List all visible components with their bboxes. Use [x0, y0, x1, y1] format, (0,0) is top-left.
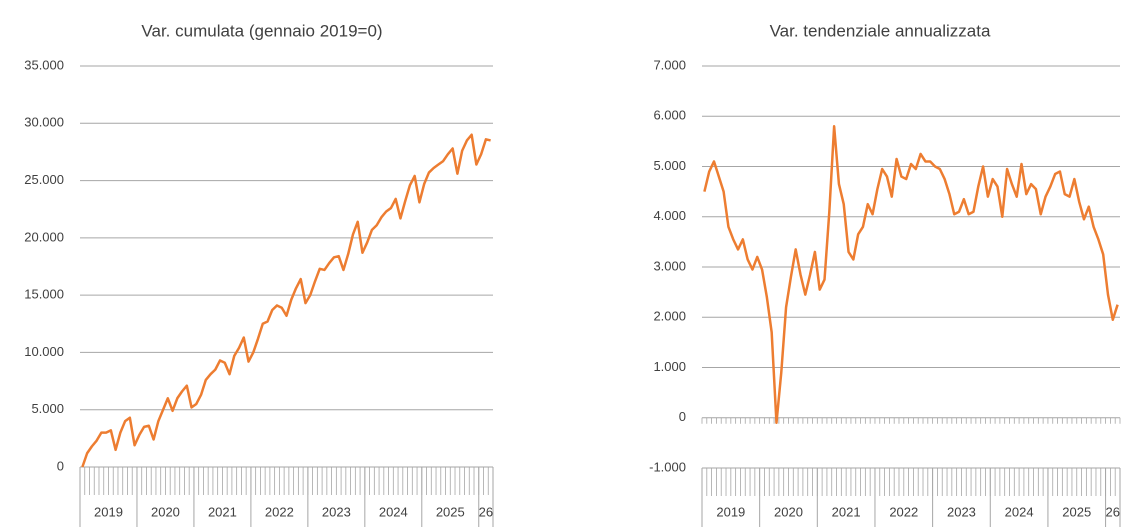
chart-title: Var. tendenziale annualizzata	[770, 21, 991, 40]
x-group-label: 2020	[774, 504, 803, 519]
data-line	[81, 133, 491, 468]
x-group-label: 2021	[832, 504, 861, 519]
y-tick-label: 30.000	[24, 115, 64, 130]
x-group-label: 2024	[379, 504, 408, 519]
y-tick-label: 4.000	[653, 208, 686, 223]
x-group-label: 2025	[1062, 504, 1091, 519]
x-group-label: 2019	[94, 504, 123, 519]
y-tick-label: 0	[57, 458, 64, 473]
data-line	[703, 125, 1119, 425]
y-tick-label: 5.000	[31, 401, 64, 416]
x-group-label: 2022	[265, 504, 294, 519]
x-group-label: 2022	[889, 504, 918, 519]
x-group-label: 26	[479, 504, 493, 519]
y-tick-label: 2.000	[653, 309, 686, 324]
x-group-label: 2019	[716, 504, 745, 519]
y-tick-label: 15.000	[24, 287, 64, 302]
x-group-label: 2020	[151, 504, 180, 519]
y-tick-label: 3.000	[653, 258, 686, 273]
x-group-label: 2023	[322, 504, 351, 519]
x-group-label: 2025	[436, 504, 465, 519]
x-group-label: 2024	[1005, 504, 1034, 519]
y-tick-label: 6.000	[653, 108, 686, 123]
y-tick-label: 0	[679, 409, 686, 424]
y-tick-label: 20.000	[24, 229, 64, 244]
x-group-label: 2021	[208, 504, 237, 519]
y-tick-label: -1.000	[649, 459, 686, 474]
y-tick-label: 10.000	[24, 344, 64, 359]
y-tick-label: 5.000	[653, 158, 686, 173]
x-group-label: 26	[1106, 504, 1120, 519]
y-tick-label: 7.000	[653, 57, 686, 72]
y-tick-label: 35.000	[24, 57, 64, 72]
y-tick-label: 1.000	[653, 359, 686, 374]
x-group-label: 2023	[947, 504, 976, 519]
chart-title: Var. cumulata (gennaio 2019=0)	[141, 21, 382, 40]
y-tick-label: 25.000	[24, 172, 64, 187]
